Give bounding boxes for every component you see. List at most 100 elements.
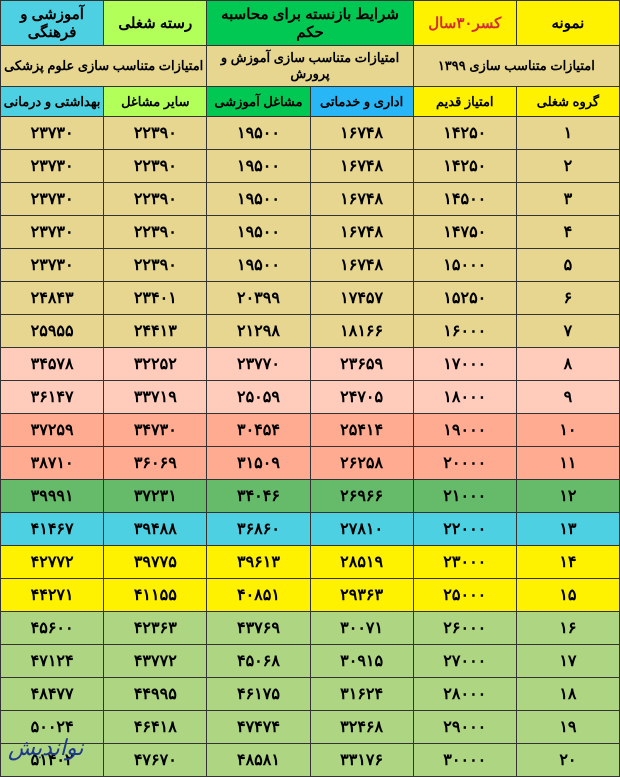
table-cell: ۴ [516, 216, 619, 249]
table-cell: ۵ [516, 249, 619, 282]
table-cell: ۱۷۴۵۷ [310, 282, 413, 315]
header-top-cell: نمونه [516, 1, 619, 46]
header-row-subtitle: امتیازات متناسب سازی ۱۳۹۹امتیازات متناسب… [1, 46, 620, 87]
table-cell: ۲۰ [516, 744, 619, 777]
header-col-cell: اداری و خدماتی [310, 87, 413, 117]
table-cell: ۳۰۰۰۰ [413, 744, 516, 777]
table-cell: ۴۴۹۹۵ [104, 678, 207, 711]
table-cell: ۲۲۳۹۰ [104, 150, 207, 183]
table-cell: ۲۳۷۳۰ [1, 117, 104, 150]
header-col-cell: بهداشتی و درمانی [1, 87, 104, 117]
table-cell: ۲۵۹۵۵ [1, 315, 104, 348]
table-cell: ۱۶۷۴۸ [310, 216, 413, 249]
table-row: ۱۸۲۸۰۰۰۳۱۶۲۴۴۶۱۷۵۴۴۹۹۵۴۸۴۷۷ [1, 678, 620, 711]
table-cell: ۳۰۹۱۵ [310, 645, 413, 678]
table-cell: ۱۹۵۰۰ [207, 249, 310, 282]
salary-table-container: نمونهکسر۳۰سالشرایط بازنسته برای محاسبه ح… [0, 0, 620, 777]
table-row: ۱۹۲۹۰۰۰۳۲۴۶۸۴۷۴۷۴۴۶۴۱۸۵۰۰۲۴ [1, 711, 620, 744]
table-cell: ۲۵۰۵۹ [207, 381, 310, 414]
table-cell: ۲۵۰۰۰ [413, 579, 516, 612]
table-cell: ۳۴۰۴۶ [207, 480, 310, 513]
table-cell: ۷ [516, 315, 619, 348]
table-cell: ۲۰۰۰۰ [413, 447, 516, 480]
table-cell: ۴۵۰۶۸ [207, 645, 310, 678]
table-cell: ۱۴۵۰۰ [413, 183, 516, 216]
table-cell: ۴۷۴۷۴ [207, 711, 310, 744]
table-cell: ۲۴۷۰۵ [310, 381, 413, 414]
table-cell: ۳۹۹۹۱ [1, 480, 104, 513]
table-cell: ۱۷ [516, 645, 619, 678]
header-col-cell: گروه شغلی [516, 87, 619, 117]
table-cell: ۳۶۸۶۰ [207, 513, 310, 546]
table-cell: ۲۵۴۱۴ [310, 414, 413, 447]
table-cell: ۲۰۳۹۹ [207, 282, 310, 315]
table-cell: ۳۱۵۰۹ [207, 447, 310, 480]
table-row: ۹۱۸۰۰۰۲۴۷۰۵۲۵۰۵۹۳۳۷۱۹۳۶۱۴۷ [1, 381, 620, 414]
table-cell: ۲۱۲۹۸ [207, 315, 310, 348]
table-cell: ۱۸۱۶۶ [310, 315, 413, 348]
table-row: ۶۱۵۲۵۰۱۷۴۵۷۲۰۳۹۹۲۳۴۰۱۲۴۸۴۳ [1, 282, 620, 315]
table-cell: ۴۱۴۶۷ [1, 513, 104, 546]
table-cell: ۱۴ [516, 546, 619, 579]
table-cell: ۱۹۰۰۰ [413, 414, 516, 447]
table-cell: ۹ [516, 381, 619, 414]
table-cell: ۳۹۶۱۳ [207, 546, 310, 579]
table-row: ۱۷۲۷۰۰۰۳۰۹۱۵۴۵۰۶۸۴۳۷۷۲۴۷۱۲۴ [1, 645, 620, 678]
table-cell: ۱۶۷۴۸ [310, 249, 413, 282]
table-cell: ۲۶۲۵۸ [310, 447, 413, 480]
table-cell: ۴۰۸۵۱ [207, 579, 310, 612]
table-cell: ۳۴۵۷۸ [1, 348, 104, 381]
header-top-cell: شرایط بازنسته برای محاسبه حکم [207, 1, 413, 46]
table-cell: ۱۴۲۵۰ [413, 117, 516, 150]
table-cell: ۲۷۰۰۰ [413, 645, 516, 678]
table-cell: ۳۴۷۳۰ [104, 414, 207, 447]
table-cell: ۲۳۰۰۰ [413, 546, 516, 579]
table-row: ۱۴۲۳۰۰۰۲۸۵۱۹۳۹۶۱۳۳۹۷۷۵۴۲۷۷۲ [1, 546, 620, 579]
header-sub-cell: امتیازات متناسب سازی علوم پزشکی [1, 46, 207, 87]
table-row: ۱۶۲۶۰۰۰۳۰۰۷۱۴۳۷۶۹۴۲۳۶۳۴۵۶۰۰ [1, 612, 620, 645]
header-col-cell: سایر مشاغل [104, 87, 207, 117]
table-cell: ۱۸ [516, 678, 619, 711]
table-cell: ۲۹۰۰۰ [413, 711, 516, 744]
table-cell: ۱۵ [516, 579, 619, 612]
watermark-logo: نواندیش [8, 735, 83, 761]
salary-table: نمونهکسر۳۰سالشرایط بازنسته برای محاسبه ح… [0, 0, 620, 777]
header-col-cell: مشاغل آموزشی [207, 87, 310, 117]
table-cell: ۲۸۵۱۹ [310, 546, 413, 579]
table-row: ۵۱۵۰۰۰۱۶۷۴۸۱۹۵۰۰۲۲۳۹۰۲۳۷۳۰ [1, 249, 620, 282]
header-col-cell: امتیاز قدیم [413, 87, 516, 117]
table-cell: ۲۳۷۳۰ [1, 216, 104, 249]
table-cell: ۱۴۲۵۰ [413, 150, 516, 183]
table-cell: ۳۰۴۵۴ [207, 414, 310, 447]
table-row: ۲۰۳۰۰۰۰۳۳۱۷۶۴۸۵۸۱۴۷۶۷۰۵۱۴۰۲ [1, 744, 620, 777]
table-cell: ۱۱ [516, 447, 619, 480]
table-cell: ۱۰ [516, 414, 619, 447]
table-cell: ۱۶۷۴۸ [310, 183, 413, 216]
table-cell: ۶ [516, 282, 619, 315]
table-cell: ۲۲۳۹۰ [104, 249, 207, 282]
table-cell: ۴۵۶۰۰ [1, 612, 104, 645]
table-cell: ۲۴۴۱۳ [104, 315, 207, 348]
table-cell: ۲۳۷۳۰ [1, 249, 104, 282]
table-cell: ۲ [516, 150, 619, 183]
table-cell: ۱۵۰۰۰ [413, 249, 516, 282]
table-row: ۸۱۷۰۰۰۲۳۶۵۹۲۳۷۷۰۳۲۲۵۲۳۴۵۷۸ [1, 348, 620, 381]
table-cell: ۱۶۷۴۸ [310, 117, 413, 150]
header-top-cell: کسر۳۰سال [413, 1, 516, 46]
table-cell: ۳۶۱۴۷ [1, 381, 104, 414]
table-cell: ۴۳۷۷۲ [104, 645, 207, 678]
table-cell: ۲۴۸۴۳ [1, 282, 104, 315]
table-cell: ۲۳۶۵۹ [310, 348, 413, 381]
table-cell: ۲۹۳۶۳ [310, 579, 413, 612]
table-cell: ۱۹۵۰۰ [207, 216, 310, 249]
table-cell: ۱۶۷۴۸ [310, 150, 413, 183]
table-cell: ۱۳ [516, 513, 619, 546]
table-cell: ۴۷۱۲۴ [1, 645, 104, 678]
table-row: ۴۱۴۷۵۰۱۶۷۴۸۱۹۵۰۰۲۲۳۹۰۲۳۷۳۰ [1, 216, 620, 249]
table-cell: ۳۲۴۶۸ [310, 711, 413, 744]
table-cell: ۲۸۰۰۰ [413, 678, 516, 711]
table-cell: ۴۶۴۱۸ [104, 711, 207, 744]
table-cell: ۳۹۷۷۵ [104, 546, 207, 579]
table-cell: ۱۵۲۵۰ [413, 282, 516, 315]
table-row: ۷۱۶۰۰۰۱۸۱۶۶۲۱۲۹۸۲۴۴۱۳۲۵۹۵۵ [1, 315, 620, 348]
